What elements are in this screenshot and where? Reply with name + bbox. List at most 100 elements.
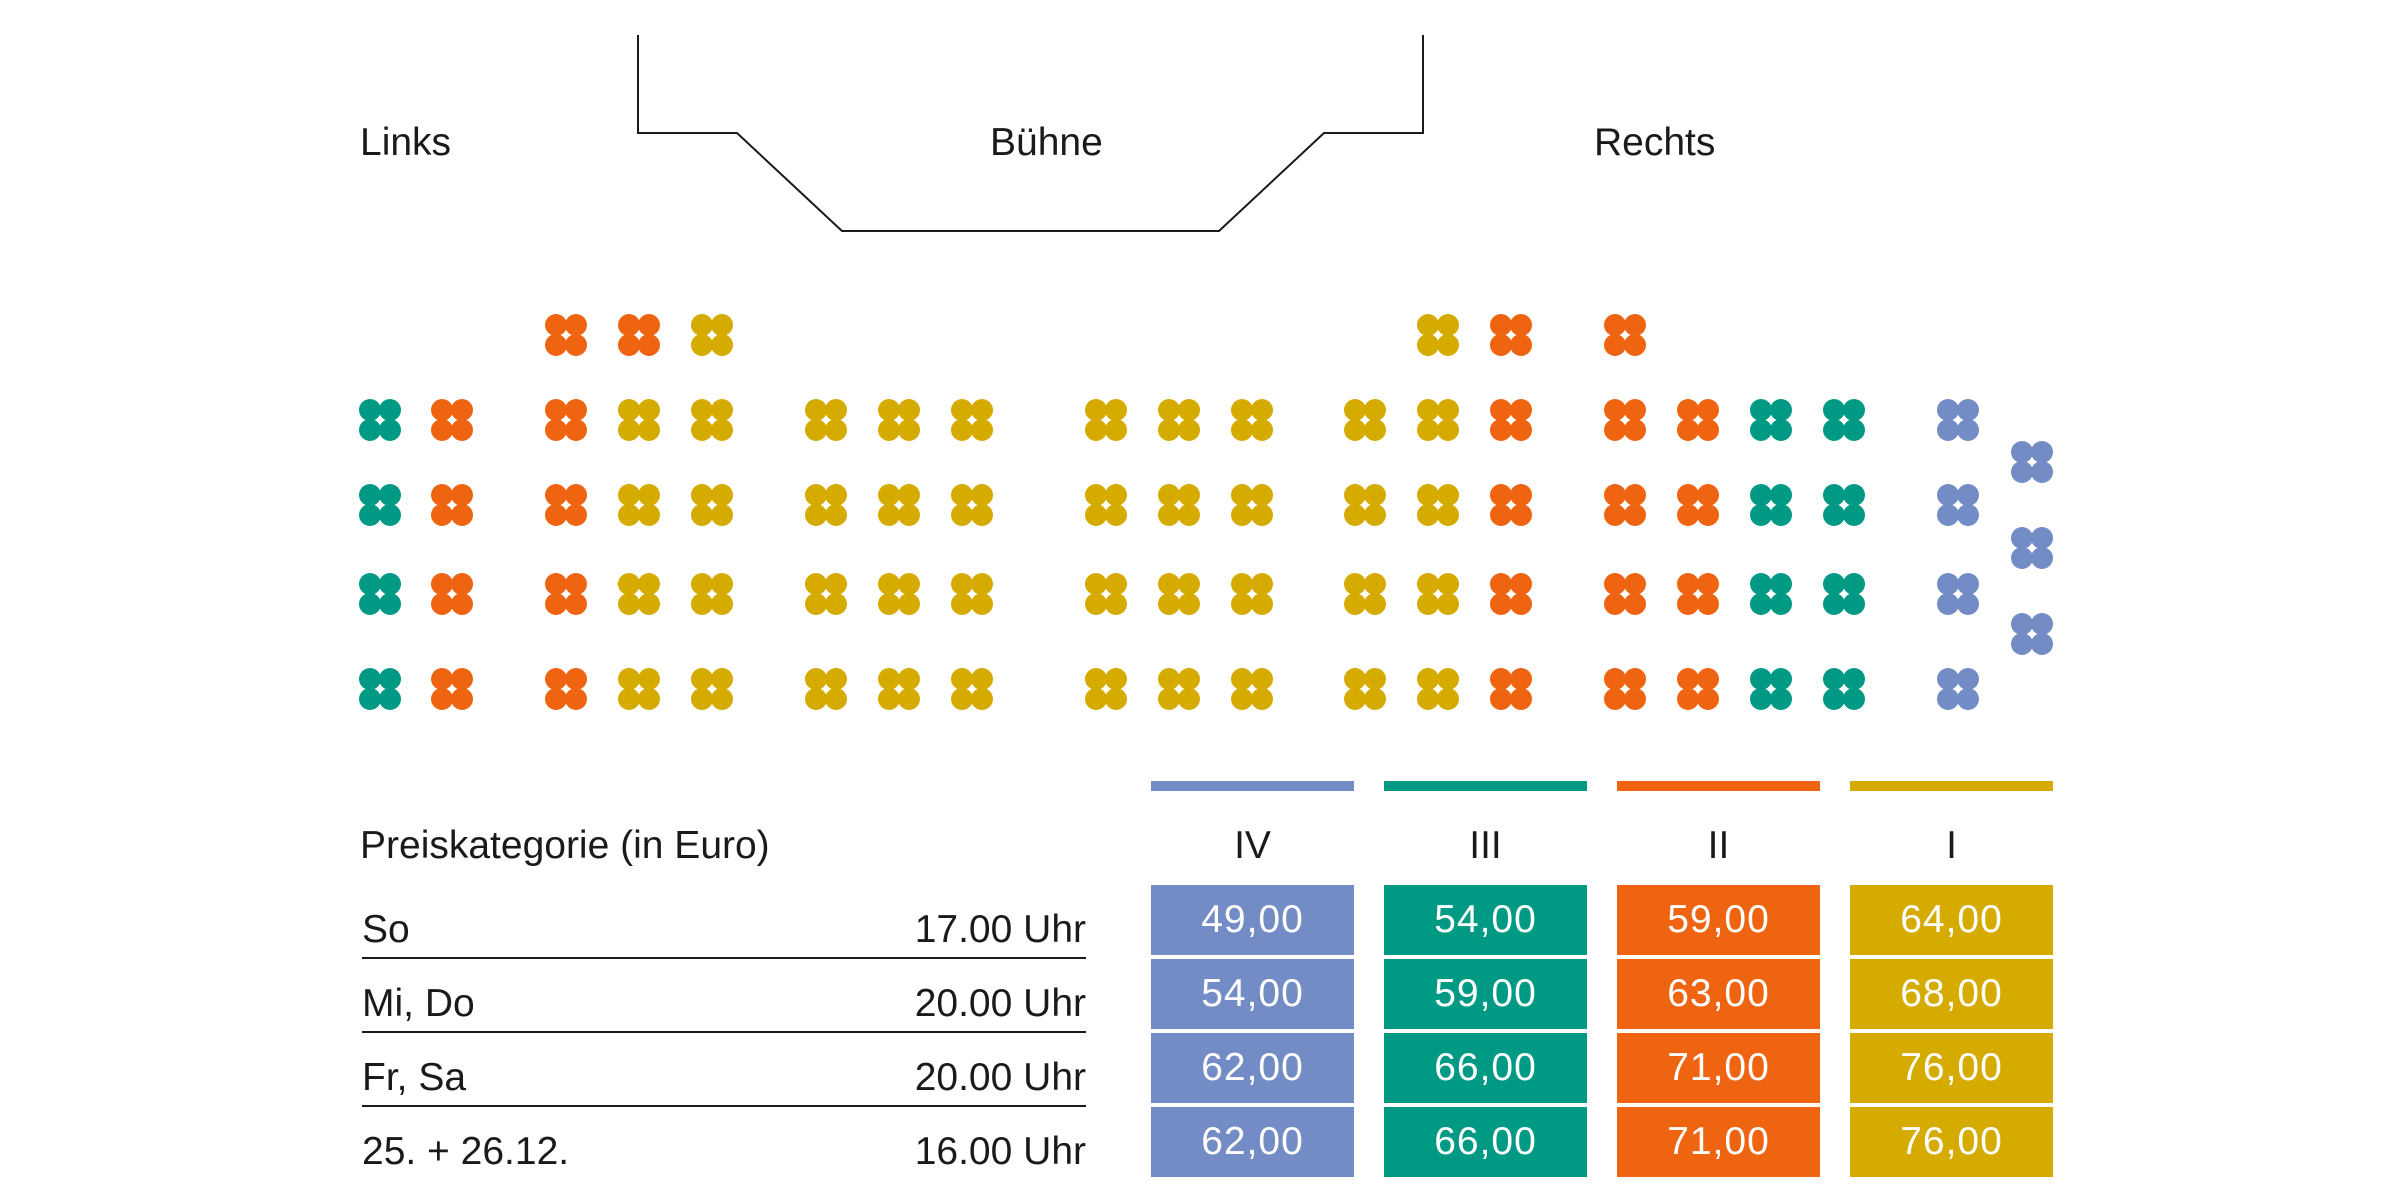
seat [1697,504,1719,526]
seat [359,668,381,690]
seat [951,573,973,595]
seat [1105,593,1127,615]
seat-block [1677,573,1719,615]
seat [545,314,567,336]
seat [2011,461,2033,483]
seat [1158,399,1180,421]
seat-block [431,484,473,526]
price-cell: 62,00 [1151,1107,1354,1177]
seat [971,399,993,421]
seat-block [1677,484,1719,526]
seat [691,573,713,595]
seat [359,419,381,441]
seat [1344,668,1366,690]
seat [1937,484,1959,506]
seat [1178,419,1200,441]
seat [825,504,847,526]
seat [951,419,973,441]
seat [1490,668,1512,690]
seat [711,504,733,526]
seat [1697,688,1719,710]
seat [1437,419,1459,441]
seat [805,484,827,506]
seat-block [1085,484,1127,526]
seat [1677,573,1699,595]
seat [1750,668,1772,690]
seat [1750,593,1772,615]
seat [1251,484,1273,506]
seat [711,573,733,595]
seat [1677,399,1699,421]
seat [451,688,473,710]
seat [878,593,900,615]
seat [1158,504,1180,526]
seat-block [1677,399,1719,441]
seat [1085,573,1107,595]
seat [711,668,733,690]
category-header: I [1946,824,1957,867]
seat [1510,399,1532,421]
seat [1490,399,1512,421]
seat [825,688,847,710]
seat [618,573,640,595]
seat [711,484,733,506]
seat [1843,504,1865,526]
seat [1510,314,1532,336]
seat [1624,573,1646,595]
seat [618,484,640,506]
seat [638,484,660,506]
schedule-time: 16.00 Uhr [914,1130,1086,1173]
seat [545,419,567,441]
seat [711,334,733,356]
seat [1697,668,1719,690]
seat [451,399,473,421]
seat [1604,314,1626,336]
seat [1843,593,1865,615]
seat-block [1231,399,1273,441]
seat [2011,527,2033,549]
seat [379,688,401,710]
seat [618,419,640,441]
seat [898,688,920,710]
seat [1417,484,1439,506]
schedule-days: Mi, Do [362,982,475,1025]
price-cell: 64,00 [1850,885,2053,955]
seat [1231,668,1253,690]
schedule-time: 17.00 Uhr [914,908,1086,951]
seat [1823,688,1845,710]
seat [565,688,587,710]
seat [1364,688,1386,710]
seat [1344,688,1366,710]
seat [971,504,993,526]
seat [1677,688,1699,710]
seat [1417,573,1439,595]
seat-block [691,314,733,356]
seat [565,334,587,356]
seat [1770,399,1792,421]
seat [1750,573,1772,595]
seat-blocks [359,314,2053,710]
seat [825,419,847,441]
seat [1231,399,1253,421]
seat [1843,668,1865,690]
seat-block [951,484,993,526]
seat [1843,688,1865,710]
seat-block [1823,484,1865,526]
seat [805,399,827,421]
seat [1105,399,1127,421]
seat [545,504,567,526]
row-divider [362,1105,1086,1107]
seat [2031,547,2053,569]
seat [2031,461,2053,483]
seat [379,419,401,441]
price-cell: 71,00 [1617,1107,1820,1177]
seat-block [431,668,473,710]
seat-block [1750,668,1792,710]
seat-block [545,573,587,615]
seat [1823,504,1845,526]
seat [898,484,920,506]
seat [431,688,453,710]
seat [1770,573,1792,595]
row-divider [362,957,1086,959]
seat [1437,399,1459,421]
